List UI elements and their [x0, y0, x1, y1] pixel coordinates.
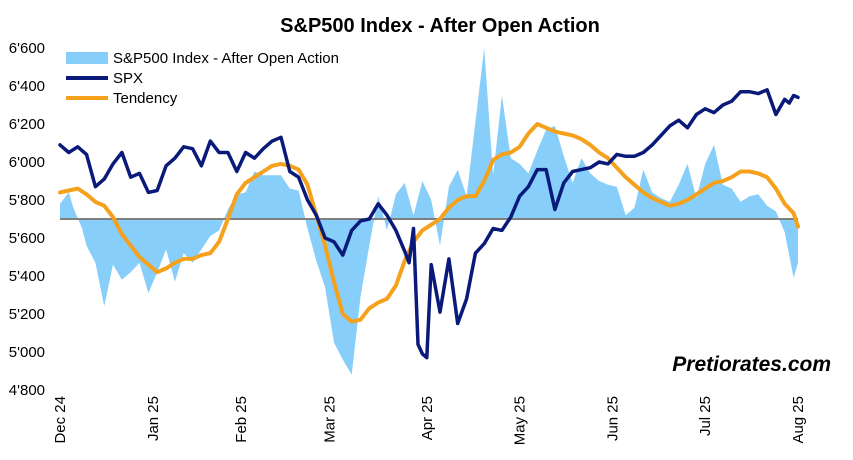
x-tick-label: Jun 25 [604, 396, 621, 441]
legend-label-area: S&P500 Index - After Open Action [113, 50, 339, 67]
chart-title: S&P500 Index - After Open Action [280, 15, 600, 37]
x-tick-label: Mar 25 [322, 396, 339, 443]
y-tick-label: 5'400 [9, 268, 45, 285]
tendency-line [58, 122, 800, 324]
y-tick-label: 4'800 [9, 382, 45, 399]
x-tick-label: Aug 25 [790, 396, 807, 444]
y-tick-label: 6'400 [9, 78, 45, 95]
tendency-series [58, 122, 800, 324]
y-tick-label: 5'600 [9, 230, 45, 247]
spx-line [58, 88, 800, 360]
y-tick-label: 5'000 [9, 344, 45, 361]
x-tick-label: Apr 25 [419, 396, 436, 440]
area-series [60, 48, 798, 375]
y-tick-label: 6'000 [9, 154, 45, 171]
legend-label-spx: SPX [113, 70, 143, 87]
x-tick-label: Dec 24 [52, 396, 69, 444]
x-tick-label: Jul 25 [697, 396, 714, 436]
y-tick-label: 5'800 [9, 192, 45, 209]
x-tick-label: Jan 25 [145, 396, 162, 441]
y-tick-label: 6'600 [9, 40, 45, 57]
legend-swatch-area [66, 52, 108, 64]
watermark: Pretiorates.com [672, 353, 831, 376]
spx-series [58, 88, 800, 360]
y-tick-label: 6'200 [9, 116, 45, 133]
legend-label-tendency: Tendency [113, 90, 178, 107]
y-tick-label: 5'200 [9, 306, 45, 323]
x-axis: Dec 24 Jan 25 Feb 25 Mar 25 Apr 25 May 25 Jun … [52, 396, 807, 445]
x-tick-label: May 25 [512, 396, 529, 445]
y-axis: 6'600 6'400 6'200 6'000 5'800 5'600 5'400 5'200… [9, 40, 45, 399]
x-tick-label: Feb 25 [233, 396, 250, 443]
legend: S&P500 Index - After Open Action SPX Ten… [66, 50, 339, 107]
area-fill [60, 48, 798, 375]
